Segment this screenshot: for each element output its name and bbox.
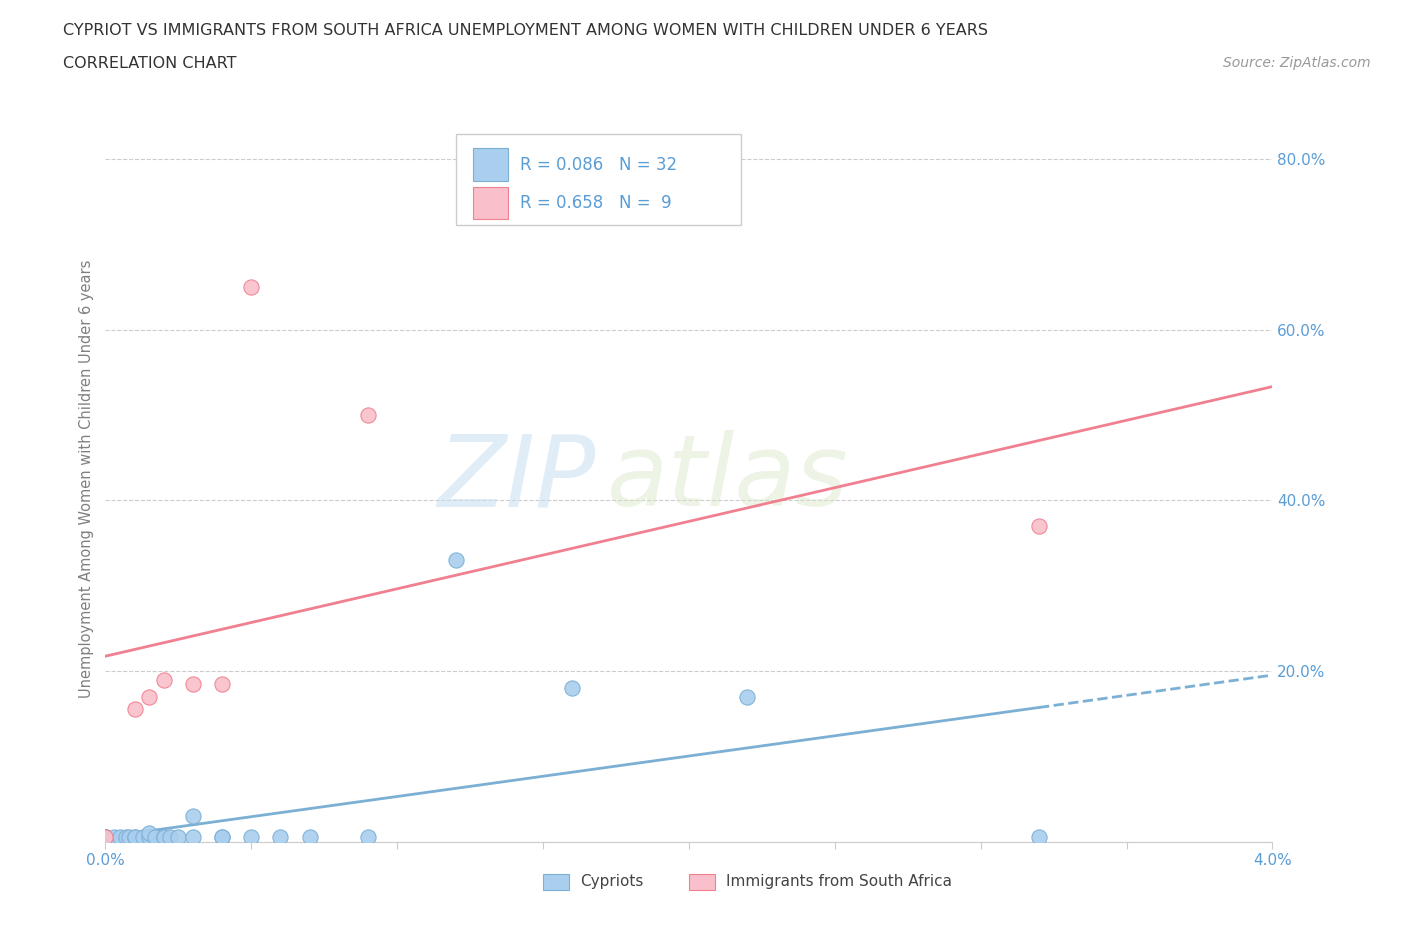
Text: CYPRIOT VS IMMIGRANTS FROM SOUTH AFRICA UNEMPLOYMENT AMONG WOMEN WITH CHILDREN U: CYPRIOT VS IMMIGRANTS FROM SOUTH AFRICA …: [63, 23, 988, 38]
Point: [357, 407, 380, 422]
Point: [561, 681, 583, 696]
Point: [124, 830, 146, 844]
Point: [153, 830, 174, 844]
Point: [181, 808, 204, 823]
Point: [138, 830, 160, 844]
Point: [1028, 830, 1050, 844]
Text: Source: ZipAtlas.com: Source: ZipAtlas.com: [1223, 56, 1371, 70]
Point: [138, 826, 160, 841]
Text: R = 0.658   N =  9: R = 0.658 N = 9: [520, 194, 671, 212]
Point: [94, 830, 117, 844]
Text: Cypriots: Cypriots: [581, 874, 644, 889]
Point: [138, 689, 160, 704]
Point: [211, 676, 233, 691]
Point: [124, 830, 146, 844]
Point: [240, 280, 263, 295]
Point: [444, 552, 467, 567]
Point: [124, 702, 146, 717]
FancyBboxPatch shape: [543, 873, 569, 889]
Point: [94, 830, 117, 844]
Point: [1028, 518, 1050, 533]
Point: [270, 830, 292, 844]
FancyBboxPatch shape: [456, 135, 741, 225]
Point: [94, 830, 117, 844]
Point: [143, 830, 166, 844]
Text: R = 0.086   N = 32: R = 0.086 N = 32: [520, 155, 676, 174]
Point: [357, 830, 380, 844]
Point: [132, 830, 155, 844]
Point: [94, 834, 117, 849]
Point: [211, 830, 233, 844]
Point: [167, 830, 190, 844]
Point: [118, 830, 141, 844]
Point: [211, 830, 233, 844]
Text: Immigrants from South Africa: Immigrants from South Africa: [727, 874, 952, 889]
Point: [94, 830, 117, 844]
Text: atlas: atlas: [607, 431, 849, 527]
FancyBboxPatch shape: [472, 187, 508, 219]
Point: [94, 830, 117, 844]
FancyBboxPatch shape: [689, 873, 714, 889]
Text: CORRELATION CHART: CORRELATION CHART: [63, 56, 236, 71]
Text: ZIP: ZIP: [437, 431, 596, 527]
Point: [159, 830, 181, 844]
Point: [94, 830, 117, 844]
Point: [181, 830, 204, 844]
Point: [298, 830, 321, 844]
Point: [103, 830, 125, 844]
Point: [153, 830, 174, 844]
Point: [737, 689, 759, 704]
FancyBboxPatch shape: [472, 149, 508, 181]
Point: [153, 672, 174, 687]
Point: [115, 830, 138, 844]
Point: [240, 830, 263, 844]
Y-axis label: Unemployment Among Women with Children Under 6 years: Unemployment Among Women with Children U…: [79, 259, 94, 698]
Point: [181, 676, 204, 691]
Point: [108, 830, 131, 844]
